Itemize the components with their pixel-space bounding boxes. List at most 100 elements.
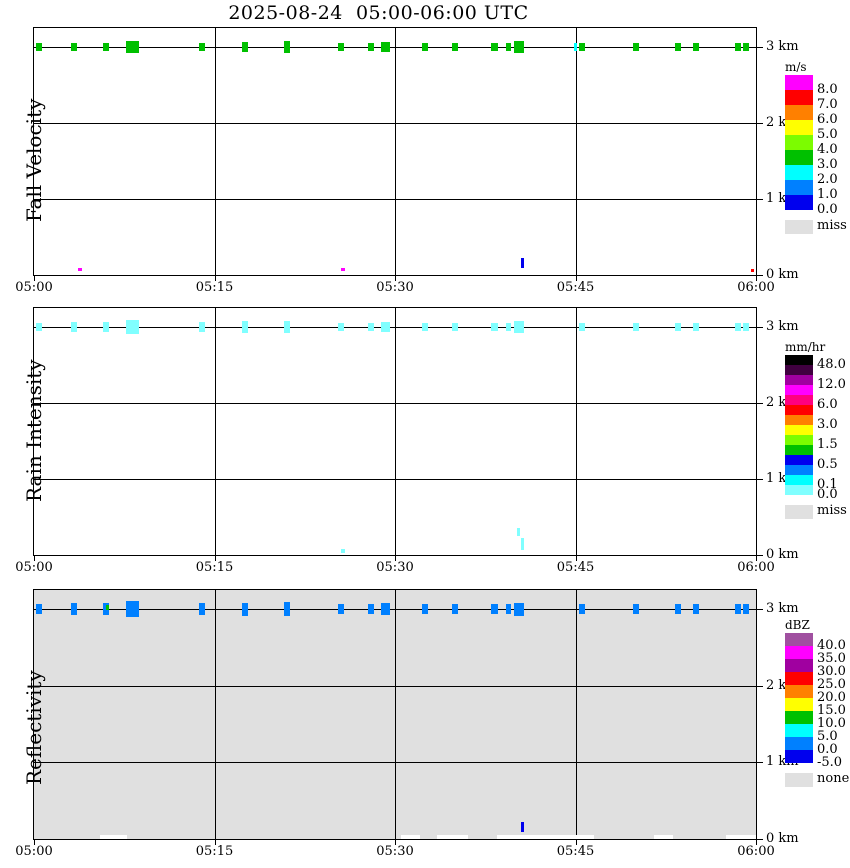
colorbar-segment xyxy=(785,180,813,195)
colorbar-tick-label: 15.0 xyxy=(817,703,846,718)
colorbar-tick-label: 30.0 xyxy=(817,664,846,679)
x-tick xyxy=(756,556,757,561)
colorbar-tick-label: 5.0 xyxy=(817,729,838,744)
data-cell xyxy=(514,602,524,616)
data-cell xyxy=(199,603,206,615)
colorbar-tick-label: 20.0 xyxy=(817,690,846,705)
data-cell xyxy=(578,42,585,52)
data-cell xyxy=(692,42,699,52)
y-tick-label: 0 km xyxy=(766,831,799,846)
data-cell xyxy=(35,604,42,615)
colorbar-segment xyxy=(785,405,813,415)
data-cell xyxy=(520,538,525,551)
x-tick-label: 06:00 xyxy=(737,844,775,859)
colorbar-segment xyxy=(785,120,813,135)
data-cell xyxy=(520,257,525,268)
colorbar-segment xyxy=(785,395,813,405)
data-cell xyxy=(341,268,346,272)
data-cell xyxy=(743,604,750,615)
gridline-vertical xyxy=(215,28,216,275)
y-tick xyxy=(757,685,763,687)
data-cell xyxy=(578,604,585,615)
data-cell xyxy=(337,42,344,52)
data-cell xyxy=(734,604,741,615)
data-cell xyxy=(422,604,429,615)
x-tick xyxy=(575,840,577,845)
data-cell xyxy=(341,549,346,554)
y-tick-label: 3 km xyxy=(766,39,799,54)
colorbar-tick-label: 10.0 xyxy=(817,716,846,731)
gridline-vertical xyxy=(215,308,216,555)
y-tick-label: 3 km xyxy=(766,601,799,617)
data-cell xyxy=(734,322,741,332)
data-cell xyxy=(514,41,524,53)
x-tick-label: 05:30 xyxy=(376,280,414,295)
data-cell xyxy=(674,322,681,332)
colorbar-segment xyxy=(785,737,813,750)
x-tick-label: 05:15 xyxy=(195,560,234,575)
data-cell xyxy=(574,42,577,52)
colorbar-segment xyxy=(785,724,813,737)
y-tick xyxy=(757,47,763,48)
colorbar-rain-intensity xyxy=(785,355,813,495)
data-cell xyxy=(505,42,511,52)
y-tick xyxy=(757,479,763,480)
data-cell xyxy=(283,320,290,334)
colorbar-unit-reflectivity: dBZ xyxy=(785,618,810,632)
data-cell xyxy=(491,322,499,332)
colorbar-tick-label: 8.0 xyxy=(817,82,838,97)
data-cell xyxy=(514,321,524,333)
data-cell xyxy=(452,42,459,52)
colorbar-tick-label: 5.0 xyxy=(817,127,838,142)
x-tick-label: 05:30 xyxy=(376,560,414,575)
colorbar-tick-label: 4.0 xyxy=(817,142,838,157)
colorbar-unit-rain-intensity: mm/hr xyxy=(785,340,826,354)
x-tick-label: 05:45 xyxy=(556,560,595,575)
x-tick xyxy=(34,276,35,281)
y-tick xyxy=(757,199,763,200)
colorbar-tick-label: 12.0 xyxy=(817,377,846,392)
data-cell xyxy=(734,42,741,52)
x-tick-label: 05:00 xyxy=(15,844,53,859)
data-cell xyxy=(674,604,681,615)
no-data-gap xyxy=(725,835,756,839)
data-cell xyxy=(35,43,42,51)
colorbar-missing-swatch xyxy=(785,505,813,519)
colorbar-segment xyxy=(785,165,813,180)
x-tick-label: 05:00 xyxy=(15,560,53,575)
colorbar-segment xyxy=(785,475,813,485)
x-tick xyxy=(34,840,35,845)
colorbar-tick-label: 40.0 xyxy=(817,638,846,653)
data-cell xyxy=(452,604,459,615)
colorbar-segment xyxy=(785,195,813,210)
data-cell xyxy=(199,42,206,52)
x-tick xyxy=(395,840,396,845)
data-cell xyxy=(520,821,525,832)
gridline-vertical xyxy=(395,28,396,275)
data-cell xyxy=(126,320,140,334)
data-cell xyxy=(674,42,681,52)
colorbar-segment xyxy=(785,375,813,385)
colorbar-missing-label: miss xyxy=(817,218,847,233)
colorbar-missing-label: none xyxy=(817,771,850,786)
y-tick xyxy=(757,762,763,764)
data-cell xyxy=(452,322,459,332)
colorbar-segment xyxy=(785,633,813,646)
x-tick-label: 05:45 xyxy=(556,844,595,859)
colorbar-tick-label: 0.0 xyxy=(817,202,838,217)
data-cell xyxy=(199,322,206,332)
x-tick-label: 05:00 xyxy=(15,280,53,295)
colorbar-tick-label: 35.0 xyxy=(817,651,846,666)
data-cell xyxy=(491,604,499,615)
colorbar-tick-label: 6.0 xyxy=(817,397,838,412)
colorbar-tick-label: 0.1 xyxy=(817,477,838,492)
data-cell xyxy=(105,604,109,611)
colorbar-segment xyxy=(785,75,813,90)
data-cell xyxy=(126,40,140,54)
colorbar-tick-label: 0.5 xyxy=(817,457,838,472)
colorbar-segment xyxy=(785,355,813,365)
data-cell xyxy=(367,322,374,332)
data-cell xyxy=(422,42,429,52)
data-cell xyxy=(692,604,699,615)
